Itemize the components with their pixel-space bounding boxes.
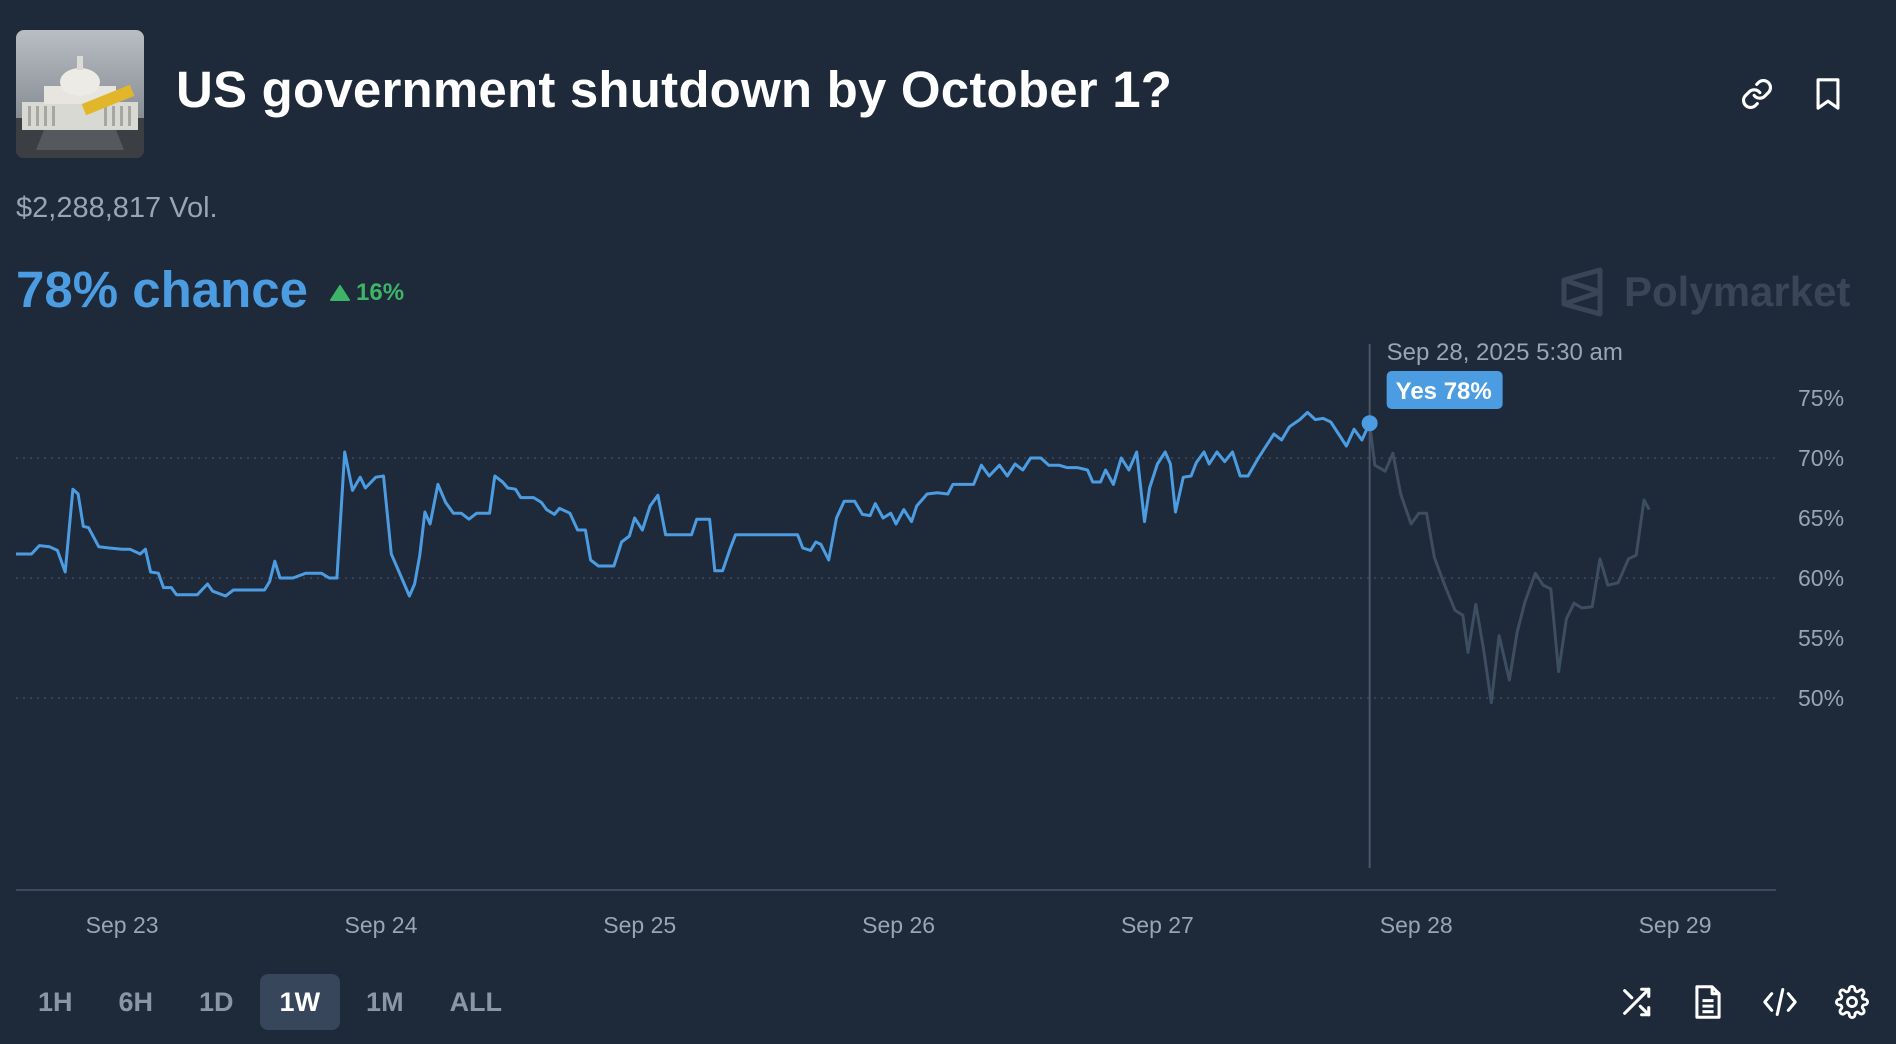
- tooltip-date: Sep 28, 2025 5:30 am: [1387, 339, 1623, 366]
- range-button-1m[interactable]: 1M: [366, 986, 404, 1017]
- future-series-line: [1368, 423, 1651, 705]
- range-button-1h[interactable]: 1H: [38, 986, 73, 1017]
- x-tick-label: Sep 28: [1380, 912, 1453, 938]
- x-tick-label: Sep 24: [344, 912, 417, 938]
- polymarket-logo-icon: [1561, 267, 1603, 317]
- range-button-1d[interactable]: 1D: [199, 986, 234, 1017]
- bookmark-icon[interactable]: [1806, 72, 1850, 116]
- y-tick-label: 70%: [1798, 445, 1844, 471]
- document-icon[interactable]: [1686, 980, 1730, 1024]
- chart-tools: [1614, 980, 1874, 1024]
- price-chart-svg[interactable]: 75% 70% 65% 60% 55% 50% Sep 23 Sep 24 Sep 25 Sep …: [0, 330, 1896, 950]
- code-icon[interactable]: [1758, 980, 1802, 1024]
- volume-label: $2,288,817 Vol.: [16, 192, 218, 224]
- x-tick-label: Sep 23: [86, 912, 159, 938]
- range-button-all[interactable]: ALL: [449, 986, 503, 1017]
- y-tick-label: 60%: [1798, 565, 1844, 591]
- range-button-6h[interactable]: 6H: [118, 986, 154, 1017]
- y-tick-label: 75%: [1798, 385, 1844, 411]
- y-tick-label: 55%: [1798, 625, 1844, 651]
- time-range-selector: 1H 6H 1D 1W 1M ALL: [18, 974, 522, 1030]
- link-icon[interactable]: [1735, 72, 1779, 116]
- change-value: 16%: [356, 279, 405, 306]
- line-layer: [16, 410, 1651, 705]
- x-tick-label: Sep 29: [1639, 912, 1712, 938]
- hover-point: [1361, 415, 1378, 432]
- x-tick-label: Sep 27: [1121, 912, 1194, 938]
- chance-value: 78% chance: [16, 261, 309, 318]
- change-badge: 16%: [330, 279, 404, 307]
- tooltip-label: Yes 78%: [1396, 378, 1492, 405]
- tooltip-pill: [1386, 371, 1503, 409]
- brand-name: Polymarket: [1624, 268, 1851, 315]
- capitol-shutdown-thumbnail: [16, 30, 144, 158]
- market-title: US government shutdown by October 1?: [176, 61, 1173, 118]
- triangle-up-icon: [330, 285, 350, 301]
- shuffle-icon[interactable]: [1614, 980, 1658, 1024]
- range-button-1w[interactable]: 1W: [259, 974, 341, 1030]
- axis-layer: 75% 70% 65% 60% 55% 50% Sep 23 Sep 24 Sep 25 Sep …: [16, 385, 1844, 938]
- x-tick-label: Sep 25: [603, 912, 676, 938]
- y-tick-label: 50%: [1798, 685, 1844, 711]
- y-tick-label: 65%: [1798, 505, 1844, 531]
- settings-icon[interactable]: [1830, 980, 1874, 1024]
- yes-series-line: [16, 410, 1371, 598]
- market-thumbnail: [16, 30, 144, 158]
- x-tick-label: Sep 26: [862, 912, 935, 938]
- price-chart[interactable]: 75% 70% 65% 60% 55% 50% Sep 23 Sep 24 Sep 25 Sep …: [0, 330, 1896, 950]
- polymarket-watermark: Polymarket: [1560, 266, 1850, 318]
